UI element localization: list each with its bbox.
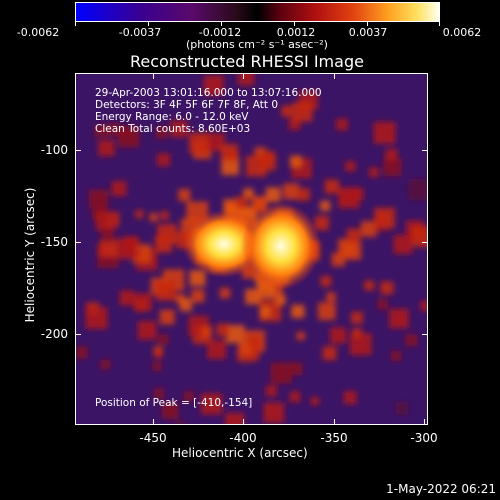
peak-position: Position of Peak = [-410,-154]: [95, 397, 253, 409]
x-axis-label: Heliocentric X (arcsec): [172, 446, 308, 460]
colorbar-units: (photons cm⁻² s⁻¹ asec⁻²): [186, 38, 328, 51]
colorbar-tick-label: 0.0012: [276, 26, 316, 39]
rhessi-image: [75, 73, 428, 425]
y-tick-label: -200: [40, 327, 68, 341]
x-tick-label: -400: [229, 431, 257, 445]
info-line-energy: Energy Range: 6.0 - 12.0 keV: [95, 111, 249, 123]
colorbar-tick-label: -0.0037: [118, 26, 162, 39]
info-line-detectors: Detectors: 3F 4F 5F 6F 7F 8F, Att 0: [95, 99, 279, 111]
x-tick-label: -450: [139, 431, 167, 445]
colorbar-tick-label: 0.0037: [348, 26, 388, 39]
y-axis-label: Heliocentric Y (arcsec): [23, 187, 37, 323]
plot-title: Reconstructed RHESSI Image: [130, 52, 364, 71]
colorbar-tick-label: 0.0062: [442, 26, 482, 39]
colorbar-tick-label: -0.0012: [198, 26, 242, 39]
y-tick-label: -150: [40, 235, 68, 249]
colorbar: [75, 2, 440, 22]
info-line-counts: Clean Total counts: 8.60E+03: [95, 123, 251, 135]
x-tick-label: -300: [410, 431, 438, 445]
image-map: [76, 74, 427, 424]
info-line-time: 29-Apr-2003 13:01:16.000 to 13:07:16.000: [95, 87, 322, 99]
timestamp: 1-May-2022 06:21: [386, 482, 496, 496]
colorbar-tick-label: -0.0062: [16, 26, 60, 39]
y-tick-label: -100: [40, 143, 68, 157]
x-tick-label: -350: [320, 431, 348, 445]
